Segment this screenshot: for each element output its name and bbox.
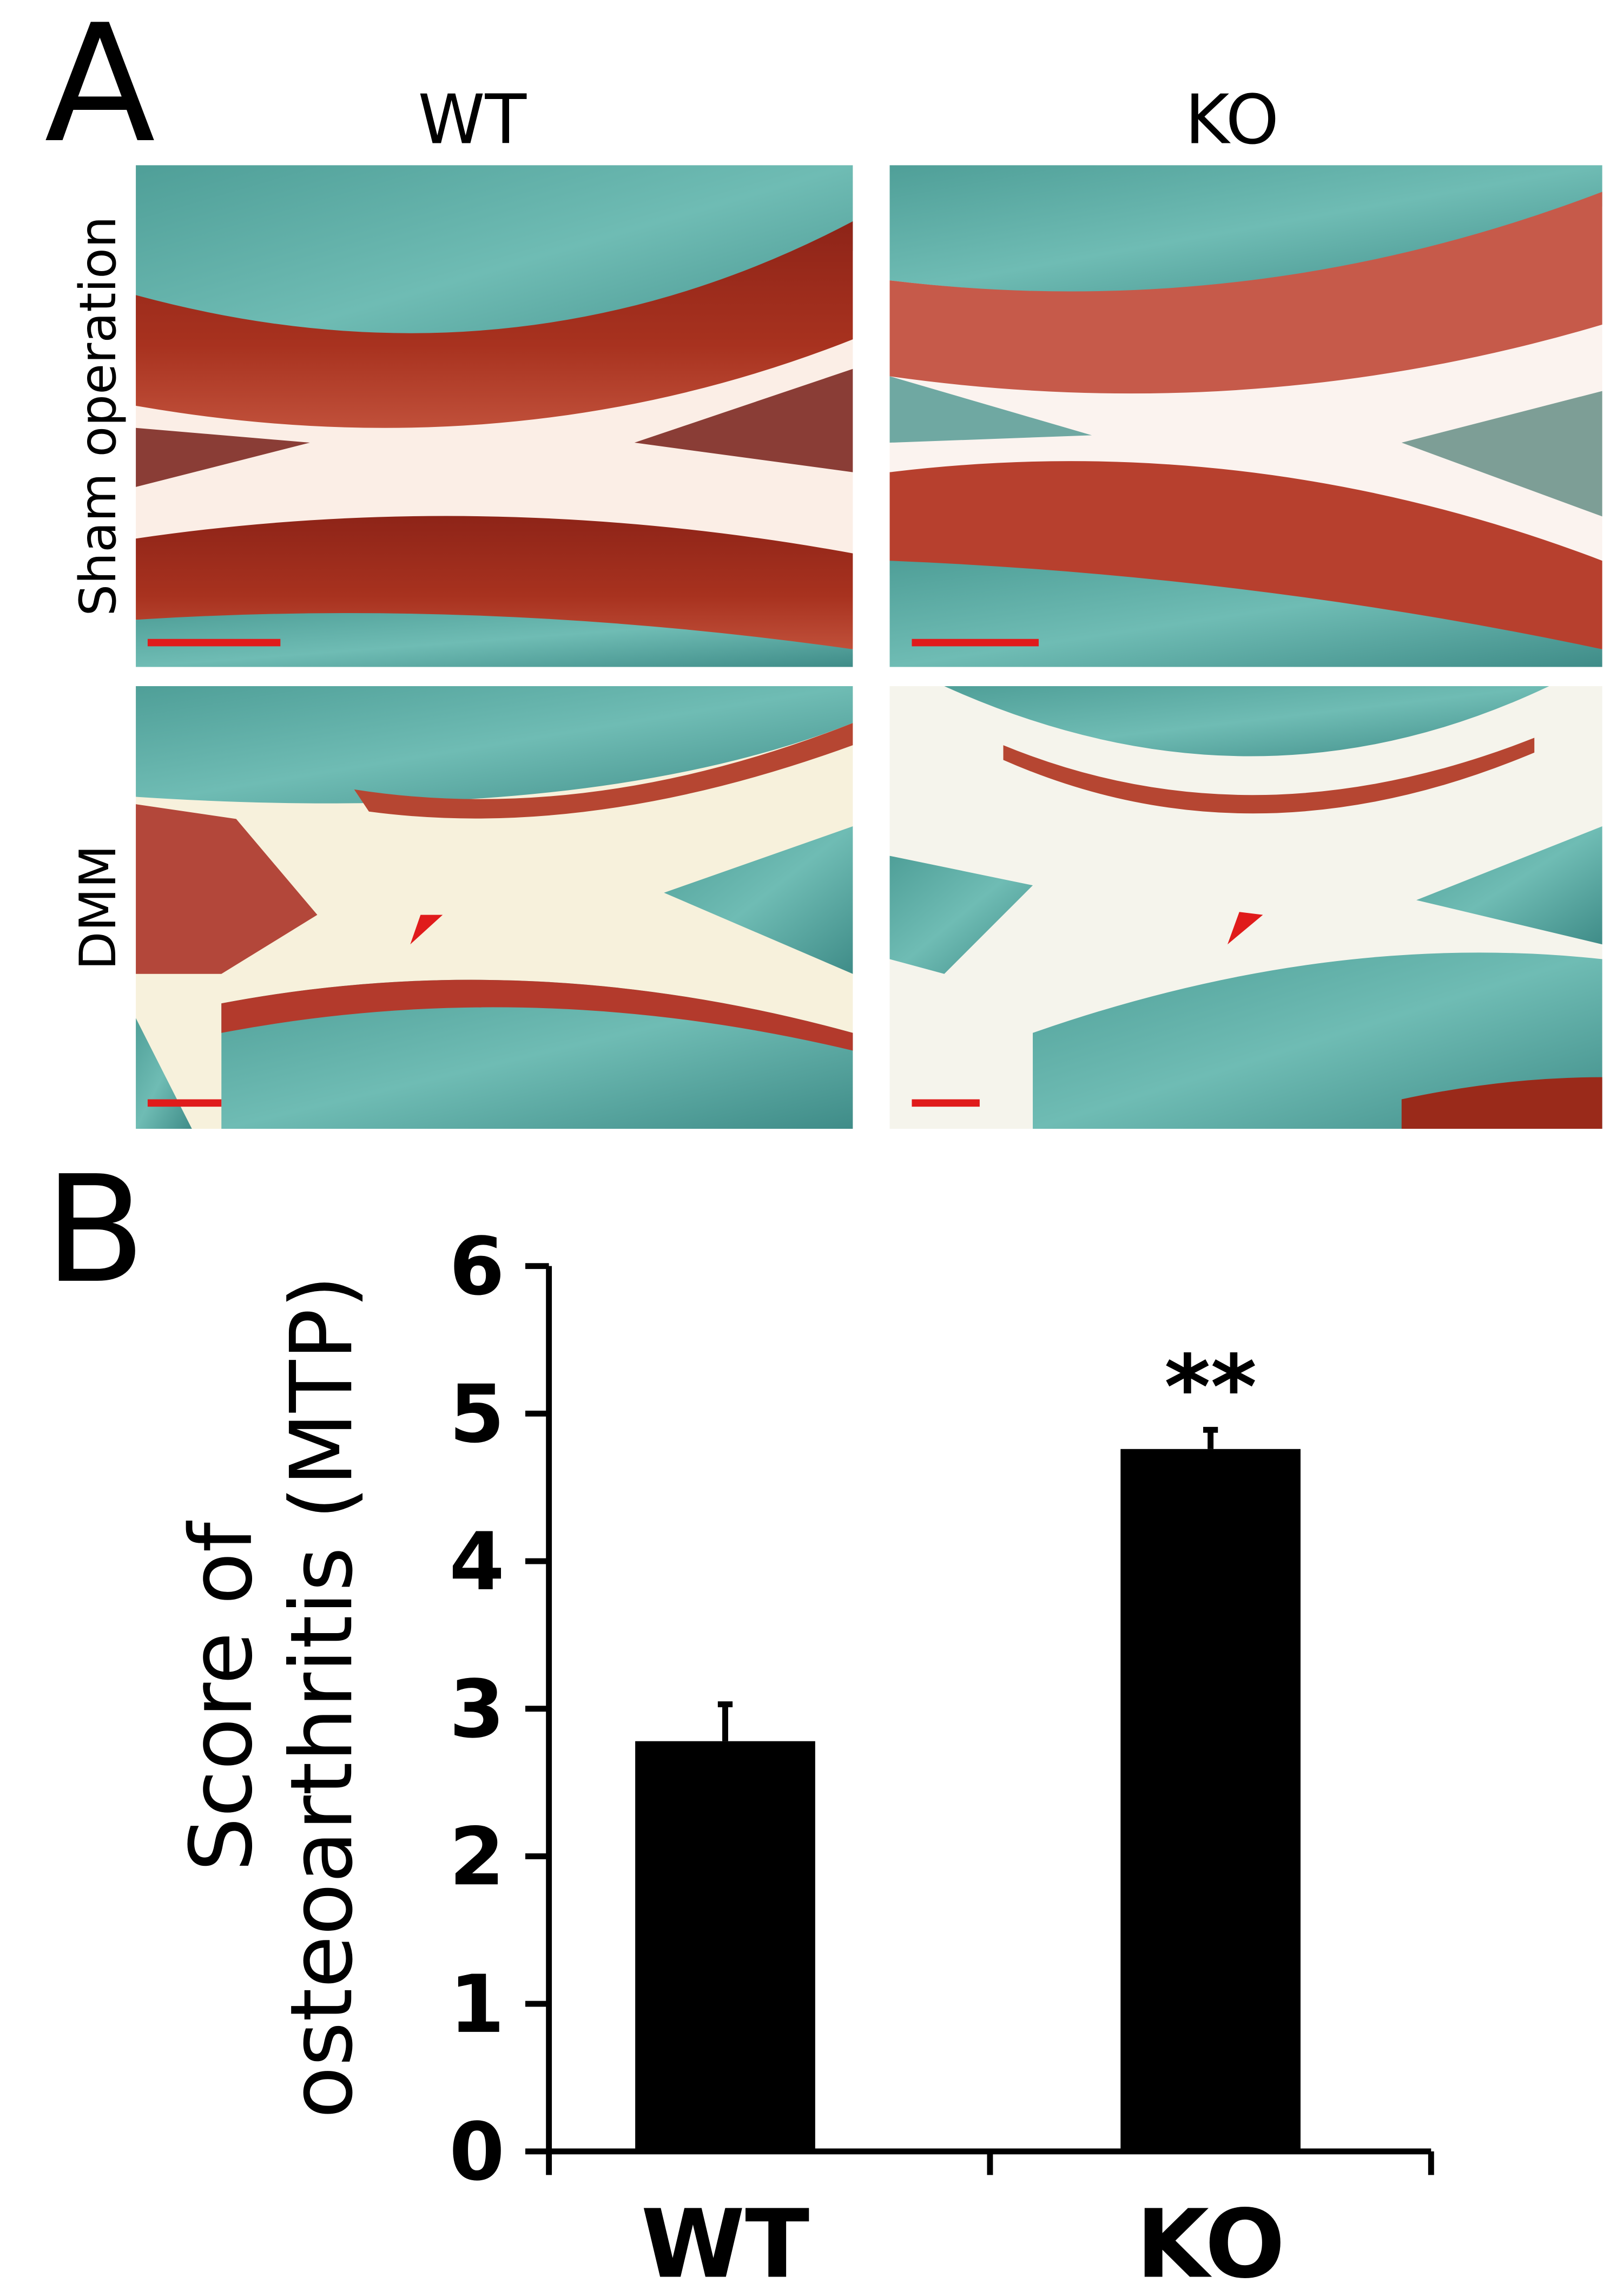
image-wt-dmm [136,686,853,1129]
y-tick-label: 2 [449,1810,504,1903]
bar [635,1741,815,2152]
x-tick-label: WT [641,2190,810,2296]
x-tick-label: KO [1136,2190,1285,2296]
column-label: KO [1185,81,1279,160]
column-label: WT [418,81,527,160]
row-label: DMM [69,845,127,970]
image-ko-dmm [889,686,1602,1129]
image-wt-sham [136,165,853,667]
bar [1120,1449,1301,2152]
panel-label: A [44,0,156,179]
y-tick-label: 0 [449,2106,504,2199]
y-tick-label: 5 [449,1367,504,1461]
y-tick-label: 1 [449,1958,504,2051]
image-ko-sham [889,165,1602,667]
panel-label: B [44,1144,146,1316]
y-tick-label: 6 [449,1220,504,1313]
significance-label: ** [1164,1336,1257,1439]
row-label: Sham operation [69,216,127,616]
y-axis-label: osteoarthritis (MTP) [272,1275,372,2119]
y-tick-label: 4 [449,1515,504,1608]
histology-images [136,165,1602,1129]
bar-chart: 0 1 2 3 4 5 6 Score of osteoarthritis (MTP) WT ** K… [172,1220,1434,2296]
y-tick-label: 3 [449,1663,504,1756]
y-axis-label: Score of [172,1521,272,1872]
